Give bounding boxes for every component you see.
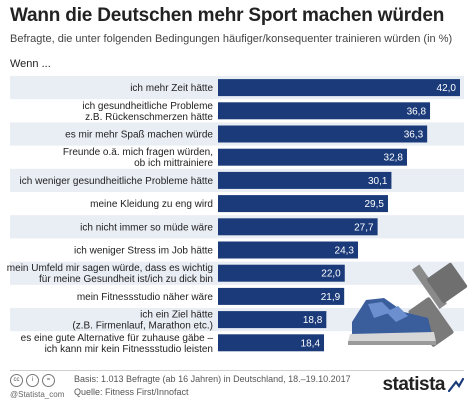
no-derivatives-icon[interactable]: = <box>42 374 55 387</box>
category-label: mein Fitnessstudio näher wäre <box>77 292 214 303</box>
category-label-line: Freunde o.ä. mich fragen würden, <box>63 147 213 158</box>
bar <box>218 148 407 166</box>
value-label: 18,8 <box>303 315 323 326</box>
category-label-line: für meine Gesundheit ist/ich zu dick bin <box>39 274 213 285</box>
chart-title: Wann die Deutschen mehr Sport machen wür… <box>10 5 445 26</box>
category-label: ich ein Ziel hätte (z.B. Firmenlauf, Mara… <box>72 310 213 332</box>
category-label-line: ich weniger gesundheitliche Probleme hät… <box>20 176 214 187</box>
info-icon[interactable]: i <box>26 374 39 387</box>
bar-row: 30,1 ich weniger gesundheitliche Probleme… <box>10 168 464 192</box>
category-label: Freunde o.ä. mich fragen würden, ob ich m… <box>63 147 214 169</box>
bar <box>218 241 359 259</box>
category-label: ich weniger gesundheitliche Probleme hät… <box>20 176 214 187</box>
license-icons: cc i = <box>10 374 55 387</box>
category-label-line: (z.B. Firmenlauf, Marathon etc.) <box>72 321 213 332</box>
category-label-line: ich kann mir kein Fitnessstudio leisten <box>45 344 213 355</box>
bar-row: 21,9 mein Fitnessstudio näher wäre <box>77 287 345 305</box>
bar-row: 36,8 ich gesundheitliche Probleme z.B. Rüc… <box>82 101 431 123</box>
category-label: es eine gute Alternative für zuhause gäb… <box>21 333 214 355</box>
category-label: mein Umfeld mir sagen würde, dass es wic… <box>7 263 213 285</box>
sneaker-icon <box>348 298 436 345</box>
bar-row: 27,7 ich nicht immer so müde wäre <box>10 215 464 239</box>
bar <box>218 195 388 213</box>
category-label: ich weniger Stress im Job hätte <box>74 246 213 257</box>
value-label: 36,3 <box>404 130 424 141</box>
bar <box>218 334 325 352</box>
category-label-line: ich weniger Stress im Job hätte <box>74 246 213 257</box>
value-label: 18,4 <box>301 338 321 349</box>
brand-name: statista <box>382 374 445 395</box>
category-label-line: ich gesundheitliche Probleme <box>82 101 213 112</box>
category-label-line: mein Fitnessstudio näher wäre <box>77 292 214 303</box>
dumbbell-icon <box>408 262 468 347</box>
source-note: Basis: 1.013 Befragte (ab 16 Jahren) in … <box>74 373 351 399</box>
bar-row: 36,3 es mir mehr Spaß machen würde <box>10 122 464 146</box>
value-label: 21,9 <box>321 292 341 303</box>
category-label: ich nicht immer so müde wäre <box>80 222 213 233</box>
bar-row: 42,0 ich mehr Zeit hätte <box>10 76 464 100</box>
bar <box>218 171 392 189</box>
value-label: 24,3 <box>335 246 355 257</box>
chart-subtitle: Befragte, die unter folgenden Bedingunge… <box>10 33 453 45</box>
category-label-line: z.B. Rückenschmerzen hätte <box>85 112 213 123</box>
category-label-line: es mir mehr Spaß machen würde <box>65 130 213 141</box>
statista-logo-icon <box>448 378 464 392</box>
source-quelle: Quelle: Fitness First/Innofact <box>74 387 189 397</box>
value-label: 32,8 <box>384 153 404 164</box>
bar <box>218 125 428 143</box>
footer-divider <box>10 370 464 371</box>
category-label-line: es eine gute Alternative für zuhause gäb… <box>21 333 214 344</box>
bar <box>218 102 431 120</box>
category-label: ich gesundheitliche Probleme z.B. Rückens… <box>82 101 213 123</box>
twitter-handle[interactable]: @Statista_com <box>10 390 65 399</box>
category-label-line: ich ein Ziel hätte <box>140 310 213 321</box>
bar <box>218 264 345 282</box>
source-basis: Basis: 1.013 Befragte (ab 16 Jahren) in … <box>74 374 351 384</box>
bar-row: 18,4 es eine gute Alternative für zuhause… <box>21 333 325 355</box>
bar-row: 29,5 meine Kleidung zu eng wird <box>90 195 388 213</box>
value-label: 36,8 <box>407 106 427 117</box>
value-label: 42,0 <box>437 83 457 94</box>
category-label-line: ich nicht immer so müde wäre <box>80 222 213 233</box>
bar <box>218 311 327 329</box>
category-label: ich mehr Zeit hätte <box>130 83 213 94</box>
bar-row: 32,8 Freunde o.ä. mich fragen würden, ob i… <box>63 147 407 169</box>
bar-row: 22,0 mein Umfeld mir sagen würde, dass es… <box>7 261 464 285</box>
bar <box>218 79 460 97</box>
bar-chart: 42,0 ich mehr Zeit hätte 36,8 ich gesundhei… <box>7 76 464 355</box>
value-label: 22,0 <box>321 269 341 280</box>
value-label: 27,7 <box>354 222 374 233</box>
category-label-line: ob ich mittrainiere <box>134 158 213 169</box>
bar-row: 24,3 ich weniger Stress im Job hätte <box>74 241 359 259</box>
bar <box>218 218 378 236</box>
category-label-line: ich mehr Zeit hätte <box>130 83 213 94</box>
sneaker-and-dumbbell-illustration <box>348 262 468 347</box>
lead-in-text: Wenn ... <box>10 58 51 70</box>
statista-logo[interactable]: statista <box>382 374 464 396</box>
bar-row: 18,8 ich ein Ziel hätte (z.B. Firmenlauf, … <box>10 308 464 332</box>
bar <box>218 287 345 305</box>
creative-commons-icon[interactable]: cc <box>10 374 23 387</box>
category-label-line: meine Kleidung zu eng wird <box>90 199 213 210</box>
value-label: 30,1 <box>368 176 388 187</box>
category-label: es mir mehr Spaß machen würde <box>65 130 213 141</box>
value-label: 29,5 <box>365 199 385 210</box>
category-label-line: mein Umfeld mir sagen würde, dass es wic… <box>7 263 213 274</box>
category-label: meine Kleidung zu eng wird <box>90 199 213 210</box>
